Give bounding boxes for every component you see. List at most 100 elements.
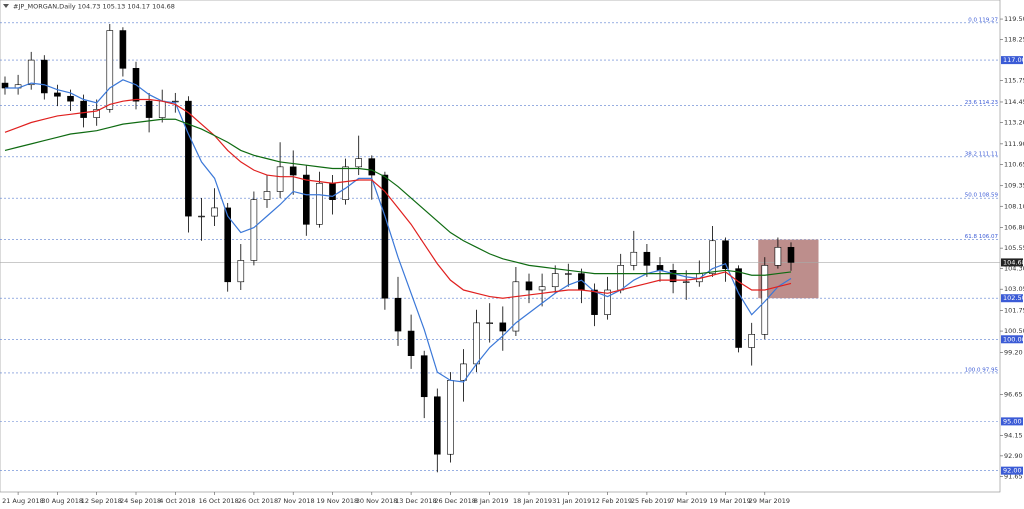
y-tick-label: 100.50 xyxy=(1004,327,1024,335)
candle-body xyxy=(80,100,87,118)
chart-title: #JP_MORGAN,Daily 104.73 105.13 104.17 10… xyxy=(13,3,175,11)
candle-body xyxy=(224,207,231,283)
last-price-label: 104.68 xyxy=(1003,258,1024,266)
x-tick-label: 7 Mar 2019 xyxy=(670,497,707,505)
moving-average xyxy=(5,79,792,383)
candle-body xyxy=(1,82,9,89)
candle-body xyxy=(355,158,363,168)
y-tick-label: 110.65 xyxy=(1004,160,1024,168)
x-tick-label: 30 Nov 2018 xyxy=(356,497,398,505)
candle-body xyxy=(499,322,507,332)
y-tick-label: 99.20 xyxy=(1004,348,1023,356)
level-tag xyxy=(1001,417,1023,426)
x-tick-label: 12 Feb 2019 xyxy=(592,497,632,505)
fib-label: 23.6 114.23 xyxy=(965,100,999,106)
x-tick-label: 19 Mar 2019 xyxy=(710,497,751,505)
candle-body xyxy=(643,251,651,266)
candle-body xyxy=(158,100,166,118)
candle-body xyxy=(787,247,795,263)
fib-label: 0.0 119.27 xyxy=(968,17,998,23)
y-tick-label: 91.65 xyxy=(1004,472,1023,480)
x-tick-label: 13 Dec 2018 xyxy=(395,497,437,505)
candle-body xyxy=(67,95,74,102)
x-tick-label: 26 Dec 2018 xyxy=(434,497,476,505)
candle-body xyxy=(407,330,415,356)
x-tick-label: 25 Feb 2019 xyxy=(631,497,671,505)
y-tick-label: 108.10 xyxy=(1004,202,1024,210)
candle-body xyxy=(433,396,441,455)
y-tick-label: 113.20 xyxy=(1004,119,1024,127)
candle-body xyxy=(211,207,218,217)
candle-body xyxy=(551,273,559,288)
candle-body xyxy=(250,199,258,261)
candle-body xyxy=(709,240,716,274)
y-tick-label: 103.05 xyxy=(1004,285,1024,293)
x-tick-label: 8 Jan 2019 xyxy=(474,497,509,505)
candle-body xyxy=(381,174,389,299)
fib-label: 100.0 97.95 xyxy=(965,367,999,373)
candle-body xyxy=(342,166,349,200)
x-tick-label: 26 Oct 2018 xyxy=(238,497,278,505)
x-tick-label: 24 Sep 2018 xyxy=(120,497,161,505)
x-tick-label: 18 Jan 2019 xyxy=(513,497,552,505)
candle-body xyxy=(460,363,467,381)
candle-body xyxy=(735,268,742,348)
candle-body xyxy=(473,322,480,365)
x-tick-label: 12 Sep 2018 xyxy=(81,497,122,505)
candle-body xyxy=(40,59,48,94)
x-tick-label: 4 Oct 2018 xyxy=(159,497,195,505)
level-tag xyxy=(1001,466,1023,475)
candle-body xyxy=(682,281,690,283)
y-tick-label: 92.90 xyxy=(1004,452,1023,460)
candle-body xyxy=(329,182,336,200)
candle-body xyxy=(263,191,271,200)
candle-body xyxy=(27,59,35,86)
candle-body xyxy=(617,265,625,291)
x-tick-label: 19 Nov 2018 xyxy=(317,497,359,505)
candle-body xyxy=(748,334,756,348)
moving-average xyxy=(4,98,792,299)
candle-body xyxy=(289,166,297,176)
level-label: 92.00 xyxy=(1003,467,1022,475)
symbol-icon xyxy=(3,4,9,8)
candle-body xyxy=(93,109,100,118)
candle-body xyxy=(237,260,245,283)
candle-body xyxy=(538,286,546,291)
candle-body xyxy=(394,297,402,332)
x-tick-label: 21 Aug 2018 xyxy=(2,497,44,505)
candle-body xyxy=(447,380,454,455)
level-tag xyxy=(1001,56,1023,65)
x-tick-label: 29 Mar 2019 xyxy=(749,497,790,505)
y-tick-label: 114.45 xyxy=(1004,98,1024,106)
candle-body xyxy=(564,273,572,275)
fib-label: 61.8 106.07 xyxy=(965,234,999,240)
plot-frame xyxy=(0,0,1001,493)
moving-average xyxy=(4,118,792,276)
x-tick-label: 30 Aug 2018 xyxy=(41,497,83,505)
level-tag xyxy=(1001,335,1023,344)
candle-body xyxy=(761,265,769,335)
candle-body xyxy=(198,215,205,218)
candle-body xyxy=(774,247,782,266)
level-label: 100.00 xyxy=(1003,335,1024,343)
fib-label: 50.0 108.59 xyxy=(965,193,999,199)
y-tick-label: 119.50 xyxy=(1004,15,1024,23)
candle-body xyxy=(512,281,520,332)
level-label: 102.50 xyxy=(1003,294,1024,302)
candle-body xyxy=(604,289,611,315)
candle-body xyxy=(172,100,179,103)
x-tick-label: 31 Jan 2019 xyxy=(552,497,591,505)
level-tag xyxy=(1001,294,1023,303)
fib-label: 38.2 111.11 xyxy=(965,151,998,157)
candle-body xyxy=(145,100,153,118)
y-tick-label: 106.80 xyxy=(1004,224,1024,232)
level-label: 117.00 xyxy=(1003,56,1024,64)
y-tick-label: 96.65 xyxy=(1004,390,1023,398)
candle-body xyxy=(486,322,494,324)
x-tick-label: 7 Nov 2018 xyxy=(277,497,315,505)
y-tick-label: 94.15 xyxy=(1004,431,1023,439)
y-tick-label: 111.90 xyxy=(1004,140,1024,148)
candle-body xyxy=(722,240,729,269)
x-tick-label: 16 Oct 2018 xyxy=(199,497,239,505)
